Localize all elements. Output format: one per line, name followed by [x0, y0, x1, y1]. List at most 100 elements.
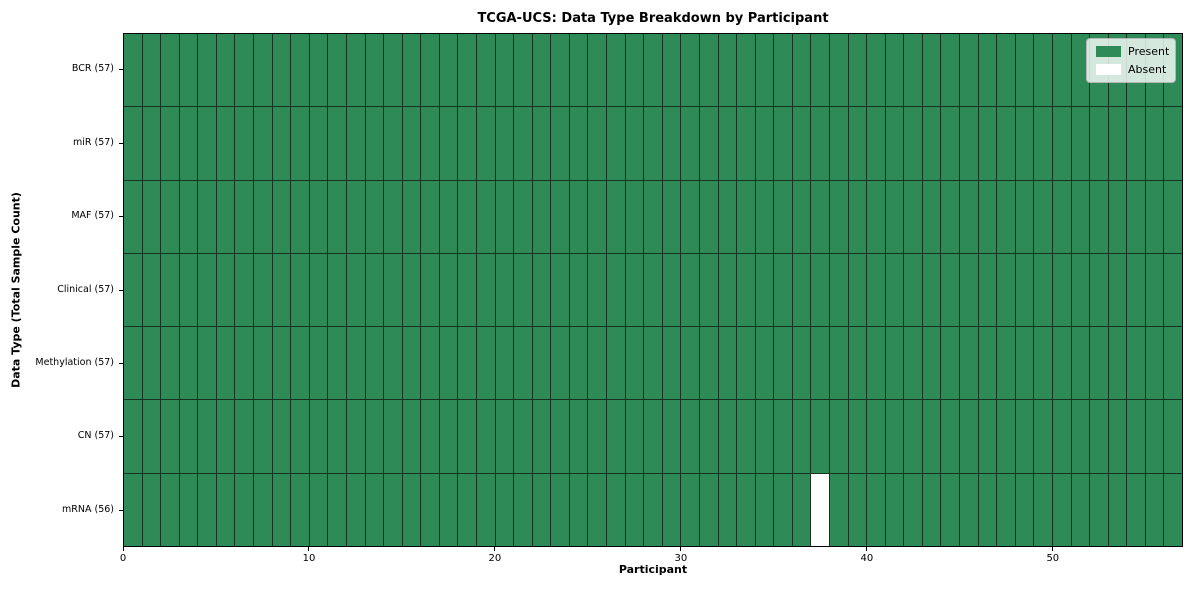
heatmap-cell-present	[718, 180, 737, 253]
heatmap-cell-present	[1034, 34, 1052, 107]
heatmap-cell-present	[476, 473, 495, 546]
heatmap-cell-present	[792, 34, 811, 107]
heatmap-cell-present	[309, 473, 328, 546]
x-tick-label: 10	[302, 553, 316, 564]
heatmap-cell-present	[198, 253, 216, 327]
legend: Present Absent	[1086, 38, 1176, 83]
heatmap-cell-present	[699, 180, 718, 253]
heatmap-cell-present	[1145, 180, 1164, 253]
heatmap-cell-present	[1108, 400, 1127, 473]
heatmap-cell-present	[142, 107, 161, 180]
heatmap-cell-present	[328, 107, 346, 180]
x-tick-label: 50	[1046, 553, 1060, 564]
heatmap-cell-present	[384, 400, 402, 473]
heatmap-cell-present	[848, 107, 867, 180]
heatmap-cell-present	[458, 400, 476, 473]
heatmap-cell-present	[254, 327, 272, 400]
heatmap-cell-present	[124, 34, 142, 107]
heatmap-cell-present	[161, 34, 179, 107]
heatmap-cell-present	[365, 473, 384, 546]
heatmap-cell-present	[1090, 253, 1108, 327]
heatmap-cell-present	[755, 400, 774, 473]
heatmap-cell-present	[1052, 107, 1071, 180]
heatmap-cell-present	[309, 107, 328, 180]
heatmap-cell-present	[662, 253, 681, 327]
heatmap-cell-present	[216, 253, 235, 327]
heatmap-cell-present	[867, 253, 885, 327]
heatmap-cell-present	[829, 473, 848, 546]
heatmap-cell-present	[755, 473, 774, 546]
heatmap-cell-present	[514, 107, 532, 180]
heatmap-cell-present	[291, 253, 309, 327]
heatmap-cell-present	[216, 107, 235, 180]
heatmap-cell-present	[402, 107, 421, 180]
heatmap-cell-present	[458, 253, 476, 327]
heatmap-cell-present	[885, 180, 904, 253]
y-tick-mark	[119, 69, 123, 71]
heatmap-cell-present	[1145, 107, 1164, 180]
heatmap-cell-present	[1108, 473, 1127, 546]
heatmap-cell-present	[607, 400, 625, 473]
heatmap-cell-present	[978, 327, 997, 400]
heatmap-cell-present	[978, 180, 997, 253]
heatmap-cell-present	[328, 180, 346, 253]
heatmap-cell-present	[662, 473, 681, 546]
y-tick-label: BCR (57)	[71, 63, 114, 75]
heatmap-cell-present	[811, 34, 829, 107]
heatmap-cell-present	[1108, 327, 1127, 400]
heatmap-cell-present	[997, 180, 1015, 253]
heatmap-cell-present	[904, 180, 922, 253]
heatmap-cell-present	[439, 180, 458, 253]
heatmap-cell-present	[904, 107, 922, 180]
heatmap-cell-present	[662, 107, 681, 180]
heatmap-cell-present	[1034, 253, 1052, 327]
heatmap-cell-present	[421, 180, 439, 253]
heatmap-cell-present	[235, 107, 254, 180]
heatmap-cell-present	[607, 107, 625, 180]
heatmap-cell-present	[365, 107, 384, 180]
heatmap-cell-present	[718, 34, 737, 107]
heatmap-cell-present	[532, 34, 551, 107]
heatmap-cell-present	[216, 400, 235, 473]
heatmap-cell-present	[551, 34, 569, 107]
heatmap-cell-present	[235, 253, 254, 327]
heatmap-cell-present	[625, 253, 644, 327]
heatmap-cell-present	[1164, 180, 1182, 253]
heatmap-cell-present	[774, 473, 792, 546]
heatmap-cell-present	[346, 327, 365, 400]
heatmap-cell-present	[885, 400, 904, 473]
heatmap-cell-present	[124, 253, 142, 327]
heatmap-cell-present	[662, 34, 681, 107]
heatmap-cell-present	[867, 327, 885, 400]
heatmap-cell-present	[941, 34, 960, 107]
heatmap-cell-present	[254, 107, 272, 180]
heatmap-cell-present	[625, 473, 644, 546]
heatmap-cell-present	[718, 400, 737, 473]
plot-area	[123, 33, 1183, 547]
heatmap-cell-present	[272, 327, 291, 400]
heatmap-cell-present	[569, 107, 588, 180]
heatmap-cell-present	[476, 327, 495, 400]
heatmap-cell-present	[978, 400, 997, 473]
heatmap-cell-present	[142, 253, 161, 327]
heatmap-cell-present	[569, 473, 588, 546]
heatmap-cell-present	[1090, 107, 1108, 180]
heatmap-cell-present	[588, 180, 607, 253]
heatmap-cell-present	[681, 180, 699, 253]
heatmap-cell-present	[997, 400, 1015, 473]
heatmap-cell-present	[997, 107, 1015, 180]
heatmap-cell-present	[1052, 180, 1071, 253]
y-tick-mark	[119, 362, 123, 364]
heatmap-cell-present	[161, 400, 179, 473]
heatmap-cell-present	[1090, 400, 1108, 473]
heatmap-cell-absent	[811, 473, 829, 546]
heatmap-cell-present	[848, 327, 867, 400]
heatmap-cell-present	[439, 473, 458, 546]
heatmap-cell-present	[476, 400, 495, 473]
heatmap-cell-present	[346, 34, 365, 107]
heatmap-cell-present	[718, 253, 737, 327]
heatmap-cell-present	[495, 400, 514, 473]
heatmap-cell-present	[1108, 253, 1127, 327]
heatmap-cell-present	[551, 107, 569, 180]
heatmap-cell-present	[941, 253, 960, 327]
